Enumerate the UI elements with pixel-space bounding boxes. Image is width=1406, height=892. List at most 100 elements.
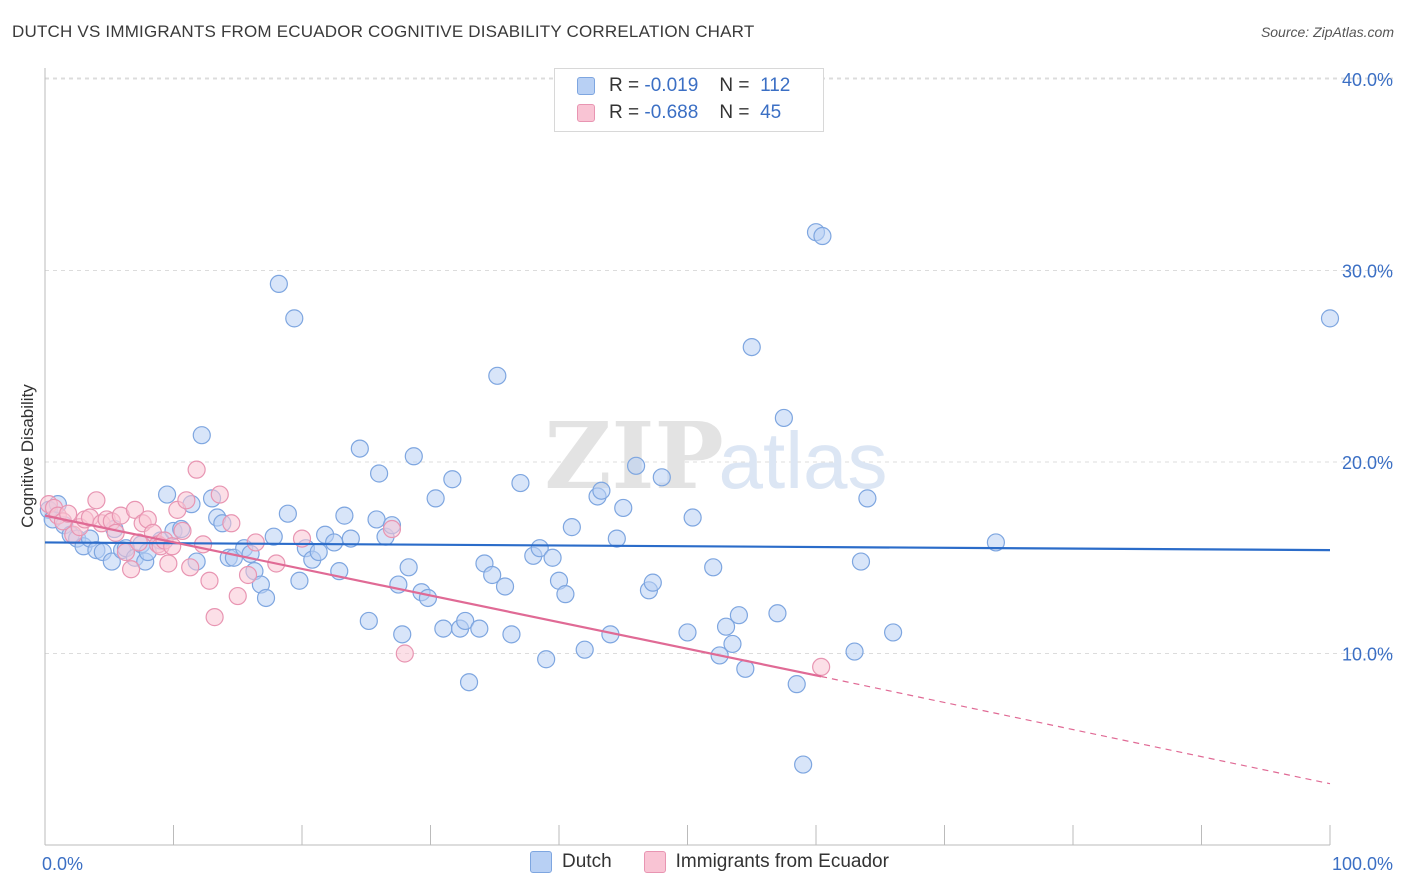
ecuador-point (200, 571, 219, 590)
dutch-point (543, 548, 562, 567)
dutch-point (607, 529, 626, 548)
chart-source: Source: ZipAtlas.com (1260, 24, 1394, 40)
x-tick-label: 100.0% (1332, 854, 1393, 874)
dutch-point (768, 604, 787, 623)
dutch-trend-line (44, 541, 1331, 552)
watermark-zip: ZIP (544, 402, 723, 510)
dutch-point (678, 623, 697, 642)
dutch-point (264, 527, 283, 546)
ecuador-point (395, 644, 414, 663)
y-tick-label: 20.0% (1342, 453, 1393, 473)
ecuador-point (382, 519, 402, 539)
r-label: R = (609, 75, 640, 96)
dutch-point (426, 489, 445, 508)
dutch-point (723, 634, 742, 654)
ecuador-point (121, 560, 141, 579)
dutch-point (643, 573, 662, 592)
legend-row-dutch: R = -0.019 N = 112 (577, 73, 790, 99)
dutch-point (716, 617, 736, 636)
ecuador-trend-line (44, 514, 822, 678)
dutch-point (813, 226, 832, 246)
legend-label-dutch: Dutch (562, 851, 612, 872)
n-label: N = (719, 75, 750, 96)
dutch-point (986, 533, 1006, 552)
dutch-point (742, 338, 761, 357)
ecuador-point (106, 523, 125, 542)
stats-legend: R = -0.019 N = 112 R = -0.688 N = 45 (554, 68, 824, 132)
ecuador-point (125, 500, 145, 519)
legend-item-ecuador: Immigrants from Ecuador (643, 851, 889, 873)
dutch-point (502, 625, 521, 644)
dutch-point (883, 623, 903, 642)
dutch-point (488, 366, 507, 385)
legend-row-ecuador: R = -0.688 N = 45 (577, 100, 781, 126)
dutch-point (359, 611, 378, 631)
n-value: 45 (760, 102, 782, 123)
dutch-point (794, 755, 813, 774)
dutch-point (626, 456, 646, 475)
dutch-point (556, 585, 575, 604)
ecuador-point (159, 554, 178, 573)
dutch-point (192, 426, 211, 445)
dutch-point (367, 510, 386, 529)
dutch-point (404, 447, 423, 466)
dutch-point (652, 468, 671, 487)
dutch-point (290, 571, 309, 590)
dutch-point (399, 558, 418, 577)
dutch-point (335, 506, 354, 525)
dutch-point (530, 539, 549, 558)
dutch-point (704, 558, 723, 577)
watermark-atlas: atlas (719, 416, 888, 505)
dutch-point (575, 640, 594, 659)
dutch-point (729, 606, 749, 625)
dutch-point (370, 464, 389, 483)
ecuador-point (173, 521, 192, 541)
dutch-point (418, 588, 438, 608)
dutch-point (285, 309, 304, 328)
ecuador-point (177, 491, 196, 510)
dutch-point (787, 675, 806, 694)
n-label: N = (719, 102, 750, 123)
dutch-swatch (530, 851, 552, 873)
series-legend: Dutch Immigrants from Ecuador (530, 851, 921, 873)
y-tick-label: 10.0% (1342, 645, 1393, 665)
dutch-point (102, 552, 121, 571)
dutch-swatch (577, 77, 595, 95)
ecuador-point (238, 565, 258, 585)
dutch-point (434, 619, 453, 638)
dutch-point (511, 473, 530, 493)
ecuador-point (228, 586, 247, 606)
ecuador-point (812, 657, 831, 677)
ecuador-point (246, 533, 265, 552)
dutch-point (592, 481, 611, 500)
dutch-point (774, 408, 793, 428)
dutch-point (350, 439, 369, 458)
r-value: -0.688 (644, 102, 699, 123)
r-label: R = (609, 102, 640, 123)
dutch-point (470, 619, 489, 638)
dutch-point (309, 542, 328, 562)
dutch-point (341, 529, 360, 548)
ecuador-trend-extension (821, 675, 1331, 785)
dutch-point (459, 673, 479, 692)
ecuador-point (87, 491, 106, 510)
ecuador-point (187, 460, 206, 479)
dutch-point (278, 504, 297, 523)
dutch-point (256, 588, 276, 608)
dutch-point (157, 485, 177, 504)
ecuador-point (210, 485, 229, 504)
dutch-point (269, 274, 288, 294)
dutch-point (851, 552, 871, 571)
dutch-point (614, 498, 633, 518)
r-value: -0.019 (644, 75, 699, 96)
ecuador-swatch (643, 851, 666, 873)
dutch-point (443, 470, 462, 489)
y-tick-label: 40.0% (1342, 70, 1393, 90)
ecuador-swatch (577, 104, 595, 122)
x-tick-label: 0.0% (42, 854, 83, 874)
dutch-point (393, 625, 412, 644)
chart-title: DUTCH VS IMMIGRANTS FROM ECUADOR COGNITI… (12, 22, 755, 41)
dutch-point (858, 489, 877, 508)
dutch-point (537, 650, 556, 669)
